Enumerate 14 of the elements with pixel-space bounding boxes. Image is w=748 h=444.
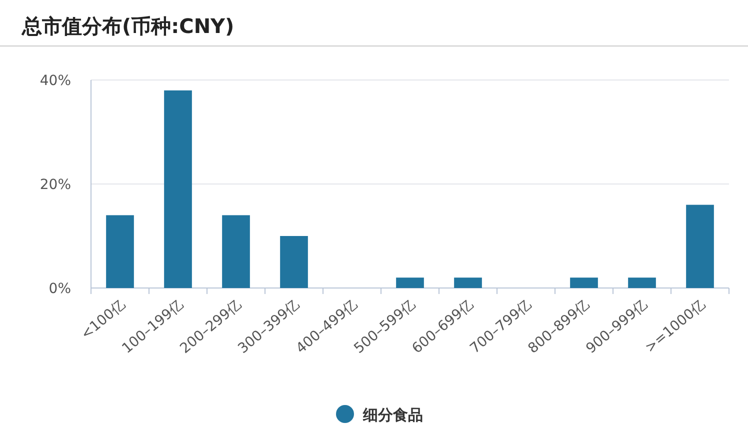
y-tick-label: 0% [48, 281, 71, 297]
bar [106, 215, 134, 288]
bar [570, 278, 598, 288]
bar [396, 278, 424, 288]
y-tick-label: 40% [40, 73, 71, 89]
chart-title: 总市值分布(币种:CNY) [21, 14, 234, 38]
bar [280, 236, 308, 288]
bar [164, 90, 192, 288]
bar [628, 278, 656, 288]
bar [686, 204, 714, 288]
bar [454, 278, 482, 288]
y-tick-label: 20% [40, 177, 71, 193]
bar [222, 215, 250, 288]
legend-label: 细分食品 [362, 406, 423, 424]
